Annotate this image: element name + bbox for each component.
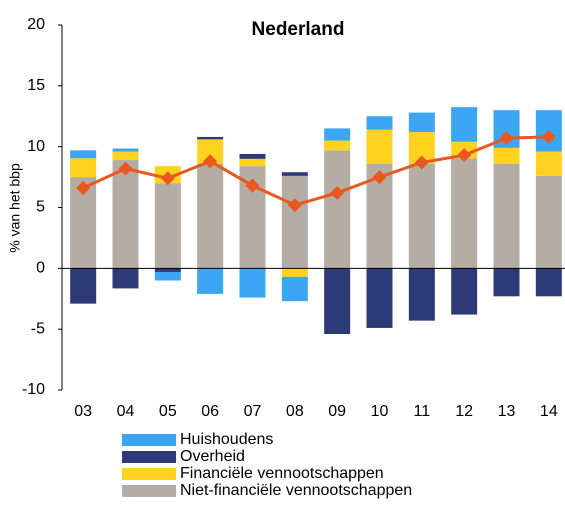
x-tick-label: 09 [328,403,346,420]
line-marker [245,178,260,193]
y-axis-label: % van het bbp [7,163,23,253]
x-tick-label: 13 [498,403,516,420]
x-tick-label: 07 [244,403,262,420]
line-marker [372,170,387,185]
x-tick-label: 04 [117,403,135,420]
y-tick-label: -10 [22,381,45,398]
line-marker [76,181,91,196]
bar-segment [154,271,181,281]
legend-label: Niet-financiële vennootschappen [180,482,412,499]
bar-segment [281,276,308,302]
bar-segment [408,112,435,133]
legend-label: Overheid [180,448,245,465]
bar-segment [197,163,224,269]
chart-title: Nederland [252,19,345,40]
legend-swatch [122,434,176,446]
bar-segment [70,268,97,304]
line-marker [160,171,175,186]
x-tick-label: 14 [540,403,558,420]
bar-segment [112,151,139,161]
y-tick-label: -5 [31,320,45,337]
y-tick-label: 20 [27,16,45,33]
line-marker [203,154,218,169]
line-series [82,135,549,207]
bar-segment [366,116,393,130]
bar-segment [451,107,478,142]
x-tick-label: 11 [414,403,431,420]
legend-label: Financiële vennootschappen [180,465,384,482]
bar-segment [154,183,181,269]
bar-segment [281,175,308,269]
legend-swatch [122,451,176,463]
bar-segment [324,268,351,335]
bar-segment [324,150,351,269]
bar-segment [281,172,308,176]
x-tick-label: 05 [159,403,177,420]
bar-segment [70,158,97,178]
line-marker [287,198,302,213]
bar-segment [324,140,351,151]
bar-segment [535,151,562,176]
bar-segment [154,268,181,272]
line-marker [499,131,514,146]
bar-segment [408,268,435,321]
bar-segment [451,268,478,315]
y-tick-label: 0 [36,260,45,277]
line-marker [414,155,429,170]
line-marker [457,148,472,163]
bar-segment [112,160,139,269]
line-marker [330,185,345,200]
bar-segment [366,268,393,328]
bar-segment [408,163,435,269]
bar-segment [239,158,266,167]
x-tick-label: 06 [201,403,219,420]
bar-segment [197,136,224,140]
bar-segment [451,158,478,269]
y-tick-label: 10 [27,138,45,155]
bar-segment [239,268,266,298]
y-tick-label: 5 [36,199,45,216]
bar-segment [366,129,393,164]
bar-segment [112,148,139,152]
legend-label: Huishoudens [180,431,273,448]
y-tick-label: 15 [27,77,45,94]
bar-segment [70,150,97,159]
bar-segment [493,147,520,164]
bar-segment [281,268,308,277]
bar-segment [493,268,520,297]
bar-segment [324,128,351,141]
x-tick-label: 03 [74,403,92,420]
x-tick-label: 10 [371,403,389,420]
bar-segment [535,268,562,297]
legend-swatch [122,468,176,480]
legend-swatch [122,485,176,497]
line-marker [541,129,556,144]
bar-segment [112,268,139,289]
x-tick-label: 12 [455,403,473,420]
x-tick-label: 08 [286,403,304,420]
bar-segment [535,175,562,269]
bar-segment [239,153,266,159]
line-marker [118,161,133,176]
bar-segment [197,268,224,294]
bar-segment [493,163,520,269]
